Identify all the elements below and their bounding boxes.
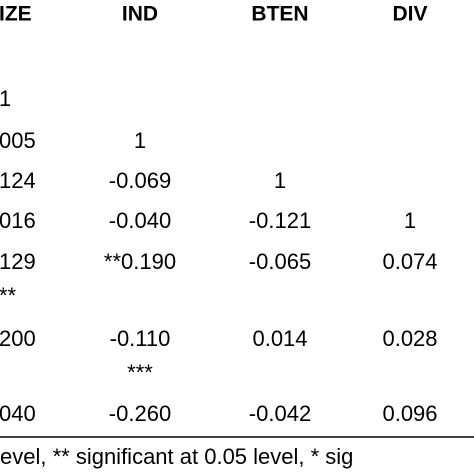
- table-cell: 124: [0, 168, 36, 193]
- column-header: IND: [122, 3, 158, 26]
- column-header: DIV: [392, 3, 427, 26]
- table-cell: 0.014: [252, 326, 307, 351]
- table-cell: -0.040: [109, 208, 171, 233]
- table-cell: 1: [404, 208, 416, 233]
- table-cell: -0.042: [249, 401, 311, 426]
- table-cell: -0.065: [249, 249, 311, 274]
- table-cell: **0.190: [104, 249, 176, 274]
- table-cell: 0.074: [382, 249, 437, 274]
- table-cell: **: [0, 283, 17, 308]
- table-cell: -0.069: [109, 168, 171, 193]
- table-cell: 1: [0, 86, 11, 111]
- table-cell: 0.096: [382, 401, 437, 426]
- table-cell: -0.260: [109, 401, 171, 426]
- table-cell: 040: [0, 401, 36, 426]
- table-cell: 005: [0, 128, 36, 153]
- table-cell: 1: [134, 128, 146, 153]
- table-cell: 0.028: [382, 326, 437, 351]
- column-header: BTEN: [251, 3, 308, 26]
- table-cell: 129: [0, 249, 36, 274]
- column-header: IZE: [0, 3, 32, 26]
- table-cell: -0.110: [110, 326, 171, 351]
- table-cell: -0.121: [249, 208, 311, 233]
- table-cell: 200: [0, 326, 36, 351]
- footnote: evel, ** significant at 0.05 level, * si…: [0, 444, 353, 469]
- table-cell: ***: [127, 360, 153, 385]
- table-cell: 1: [274, 168, 286, 193]
- table-cell: 016: [0, 208, 36, 233]
